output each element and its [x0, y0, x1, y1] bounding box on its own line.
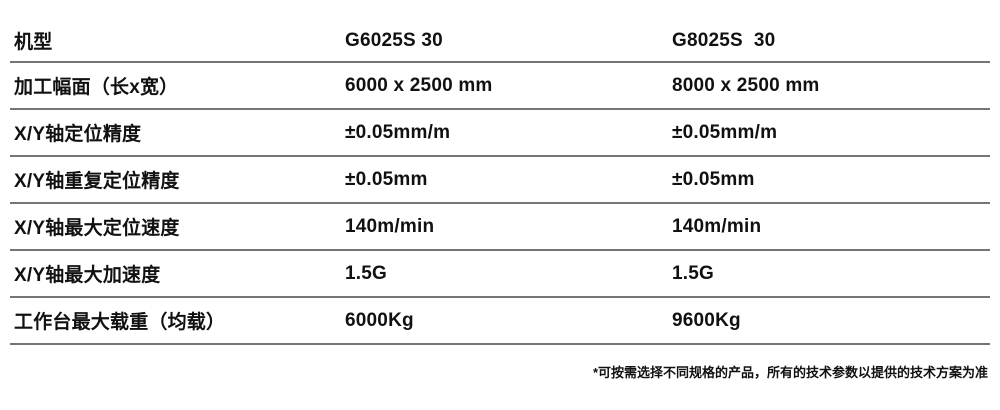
row-max-table-load: 工作台最大载重（均载） 6000Kg 9600Kg	[10, 298, 990, 345]
value-g8025s: 9600Kg	[672, 309, 741, 331]
row-max-positioning-speed: X/Y轴最大定位速度 140m/min 140m/min	[10, 204, 990, 251]
row-label: 机型	[14, 32, 53, 53]
value-g6025s: ±0.05mm	[345, 168, 428, 190]
row-label: X/Y轴定位精度	[14, 124, 142, 145]
row-working-area: 加工幅面（长x宽） 6000 x 2500 mm 8000 x 2500 mm	[10, 63, 990, 110]
spec-table: 机型 G6025S 30 G8025S 30 加工幅面（长x宽） 6000 x …	[10, 20, 990, 345]
row-label: X/Y轴最大加速度	[14, 265, 161, 286]
value-g8025s: ±0.05mm/m	[672, 121, 778, 143]
value-g6025s: G6025S 30	[345, 29, 443, 51]
value-g6025s: ±0.05mm/m	[345, 121, 451, 143]
row-label: 工作台最大载重（均载）	[14, 312, 226, 333]
row-model: 机型 G6025S 30 G8025S 30	[10, 20, 990, 63]
value-g8025s: 8000 x 2500 mm	[672, 74, 820, 96]
value-g8025s: 1.5G	[672, 262, 714, 284]
value-g8025s: 140m/min	[672, 215, 762, 237]
value-g6025s: 140m/min	[345, 215, 435, 237]
row-label: X/Y轴重复定位精度	[14, 171, 180, 192]
value-g8025s: ±0.05mm	[672, 168, 755, 190]
value-g8025s: G8025S 30	[672, 29, 776, 51]
value-g6025s: 6000Kg	[345, 309, 414, 331]
footnote: *可按需选择不同规格的产品，所有的技术参数以提供的技术方案为准	[592, 365, 988, 380]
row-label: X/Y轴最大定位速度	[14, 218, 180, 239]
row-positioning-accuracy: X/Y轴定位精度 ±0.05mm/m ±0.05mm/m	[10, 110, 990, 157]
value-g6025s: 1.5G	[345, 262, 387, 284]
row-max-acceleration: X/Y轴最大加速度 1.5G 1.5G	[10, 251, 990, 298]
value-g6025s: 6000 x 2500 mm	[345, 74, 493, 96]
row-label: 加工幅面（长x宽）	[14, 77, 179, 98]
row-repeat-positioning-accuracy: X/Y轴重复定位精度 ±0.05mm ±0.05mm	[10, 157, 990, 204]
